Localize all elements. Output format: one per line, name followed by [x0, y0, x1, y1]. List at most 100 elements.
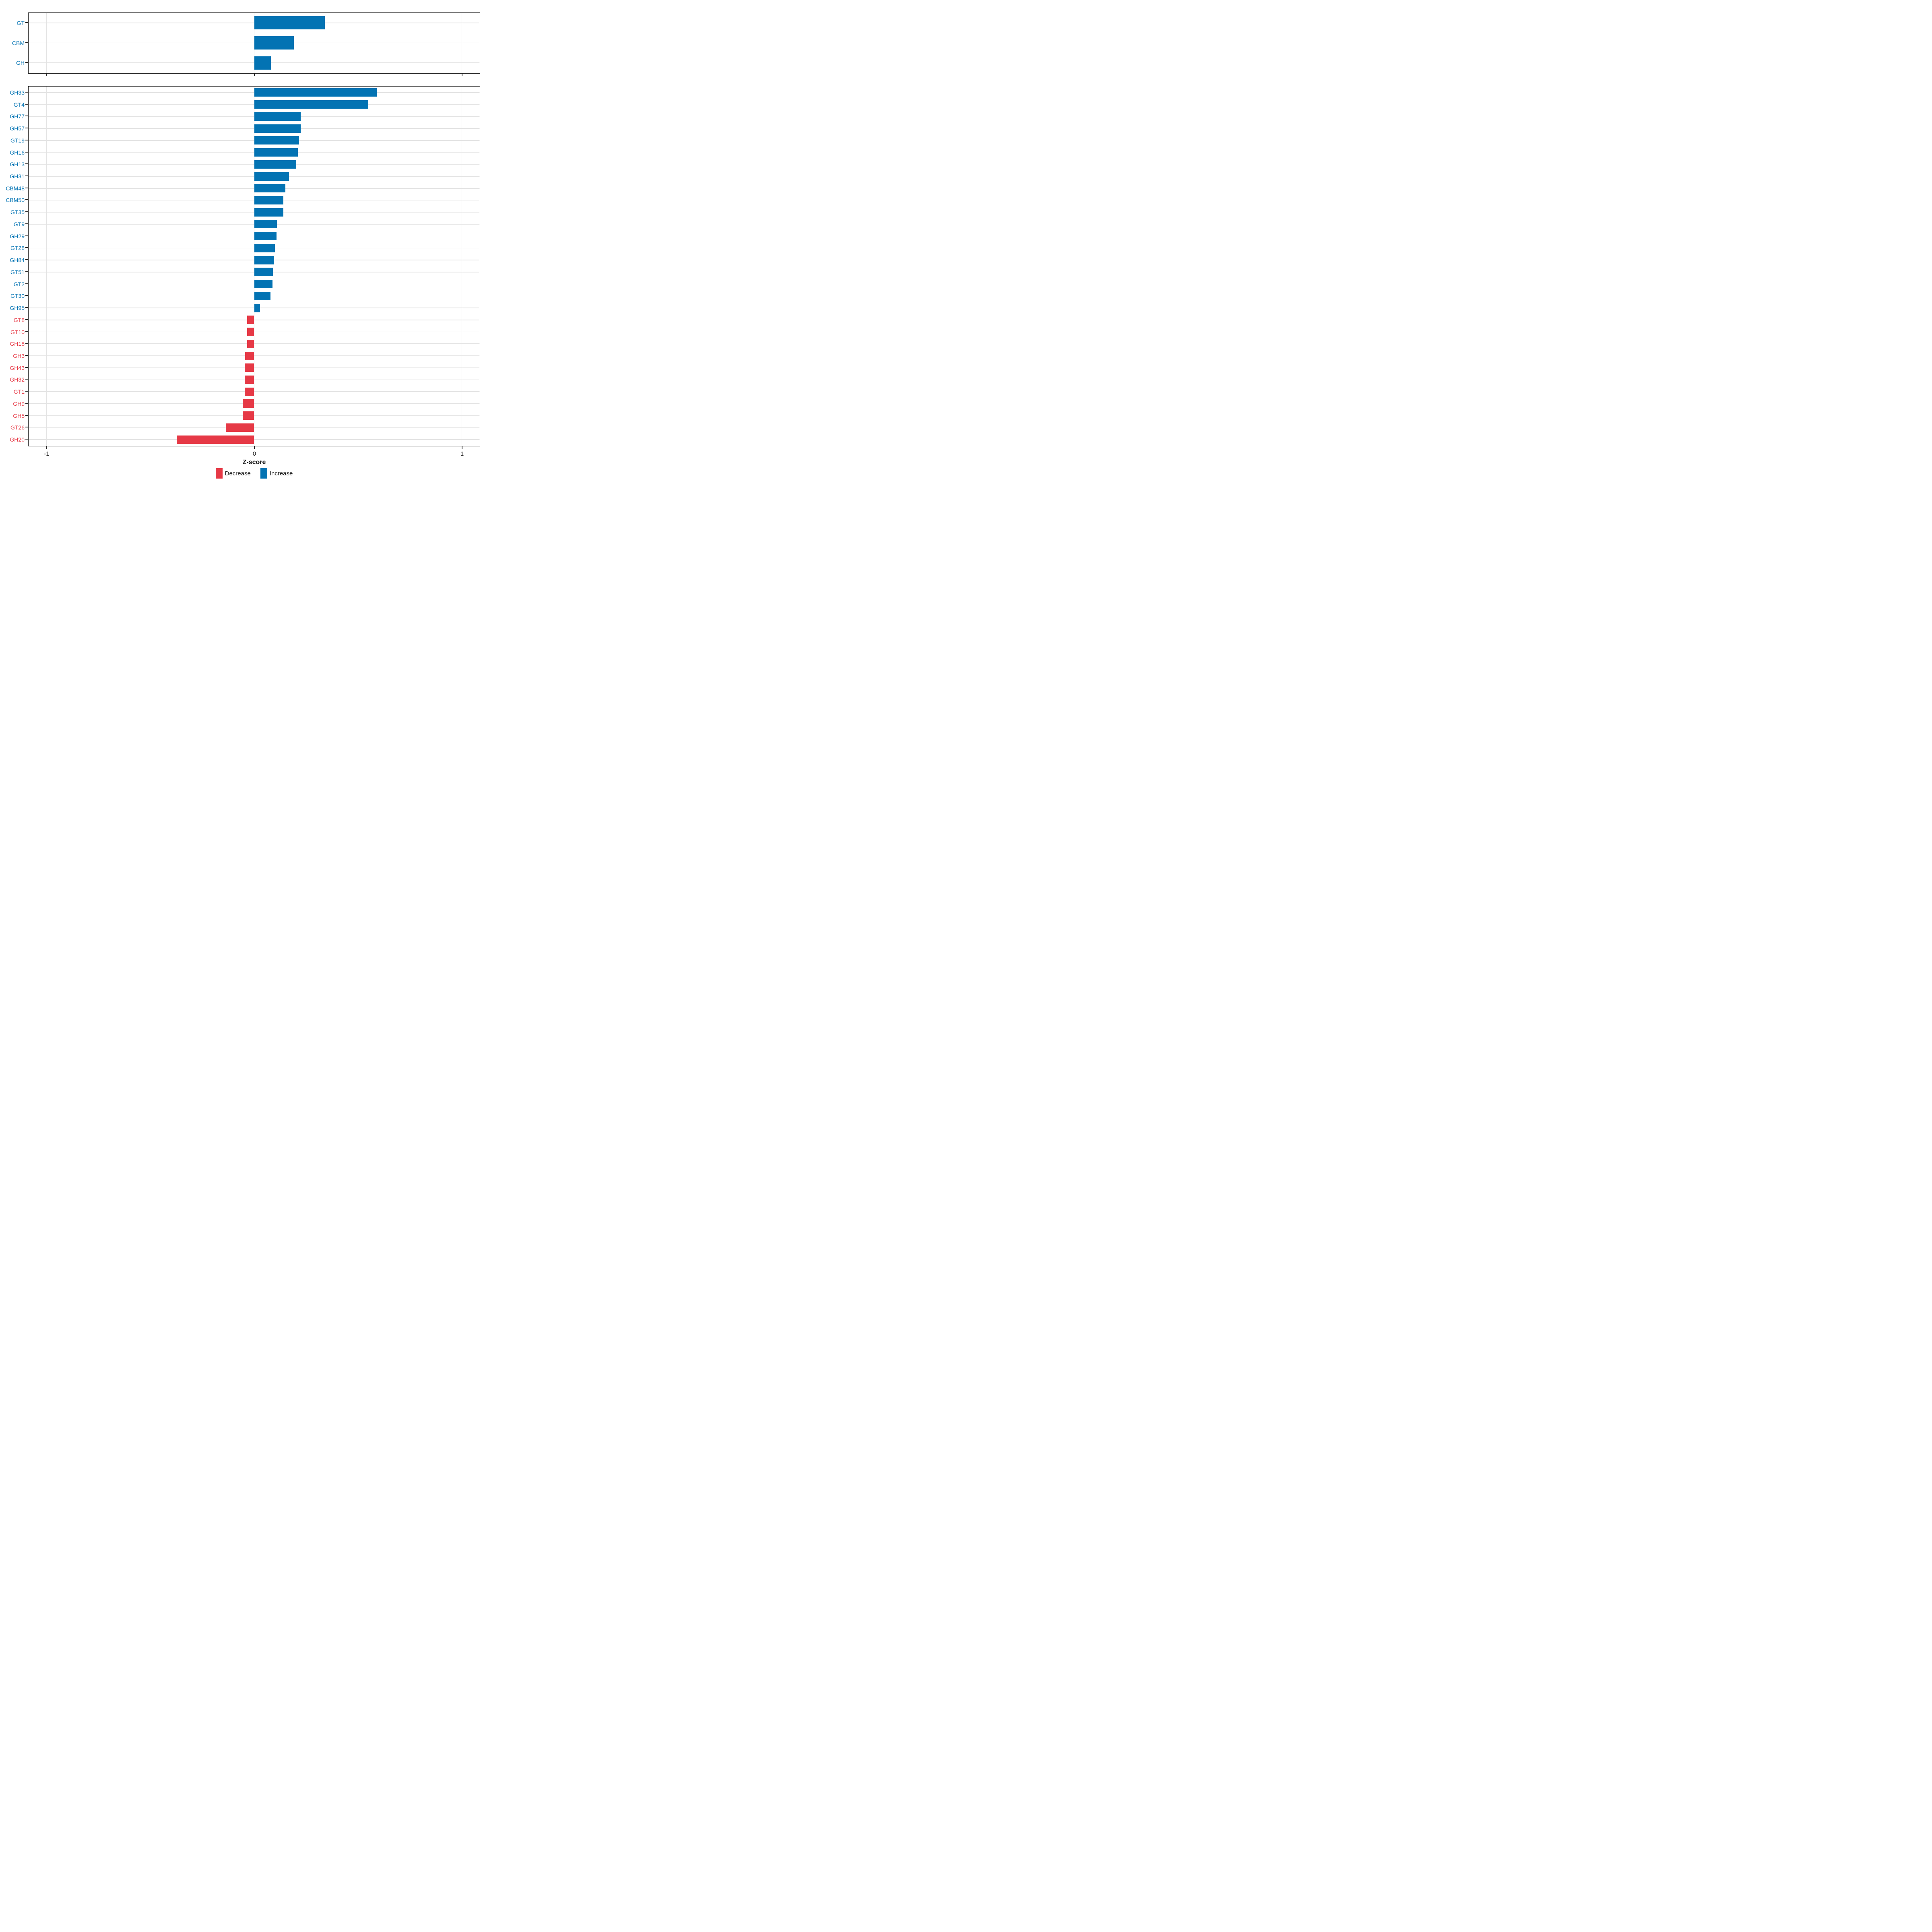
row-label-CBM: CBM	[12, 39, 25, 46]
bar-GT28	[254, 244, 275, 252]
row-label-GT30: GT30	[10, 293, 25, 299]
x-tick-label-0: 0	[252, 450, 256, 457]
y-axis-tick	[25, 235, 28, 236]
y-axis-tick	[25, 379, 28, 380]
y-axis-tick	[25, 211, 28, 213]
bar-GT30	[254, 291, 271, 300]
row-label-GH: GH	[16, 60, 25, 66]
bar-CBM	[254, 36, 294, 50]
bar-CBM48	[254, 184, 286, 193]
y-axis-tick	[25, 175, 28, 176]
bar-GT4	[254, 100, 369, 109]
y-axis-tick	[25, 307, 28, 308]
bar-GH32	[244, 375, 254, 384]
row-label-GT10: GT10	[10, 328, 25, 335]
bar-GT	[254, 16, 325, 30]
legend-key-decrease-swatch	[215, 468, 223, 479]
row-label-GT8: GT8	[13, 316, 25, 323]
x-axis-tick	[254, 446, 255, 449]
row-label-GT28: GT28	[10, 245, 25, 252]
bar-GH31	[254, 172, 289, 181]
bar-GT8	[247, 316, 254, 324]
bar-GH9	[242, 399, 254, 408]
y-axis-tick	[25, 42, 28, 43]
row-gridline	[29, 391, 480, 392]
row-label-GH32: GH32	[10, 376, 25, 383]
row-gridline	[29, 439, 480, 440]
y-axis-tick	[25, 163, 28, 165]
bar-GT9	[254, 220, 277, 229]
bar-GH	[254, 56, 271, 70]
row-label-GH13: GH13	[10, 161, 25, 168]
summary-panel	[28, 12, 480, 74]
bar-GH20	[177, 435, 254, 444]
row-label-GT51: GT51	[10, 268, 25, 275]
bar-GH13	[254, 160, 296, 169]
bar-GH57	[254, 124, 301, 133]
x-gridline	[46, 87, 47, 446]
row-label-GH57: GH57	[10, 125, 25, 132]
row-label-CBM48: CBM48	[6, 185, 25, 192]
y-axis-tick	[25, 355, 28, 356]
y-axis-tick	[25, 22, 28, 23]
families-panel	[28, 86, 480, 446]
legend-label-decrease: Decrease	[225, 470, 251, 477]
row-label-GH33: GH33	[10, 89, 25, 96]
y-axis-tick	[25, 271, 28, 272]
row-label-GH9: GH9	[13, 400, 25, 407]
row-label-GT: GT	[17, 19, 25, 26]
row-label-GH3: GH3	[13, 353, 25, 359]
bar-GH5	[242, 411, 254, 420]
bar-GH77	[254, 112, 301, 121]
bar-GT26	[226, 423, 254, 432]
row-label-GT26: GT26	[10, 424, 25, 431]
row-label-GH84: GH84	[10, 257, 25, 264]
row-label-GH31: GH31	[10, 173, 25, 180]
row-label-GT4: GT4	[13, 101, 25, 108]
y-axis-tick	[25, 295, 28, 296]
x-tick-label-1: 1	[460, 450, 464, 457]
bar-GH16	[254, 148, 298, 157]
bar-GH33	[254, 88, 377, 97]
y-axis-tick	[25, 259, 28, 260]
x-tick-label--1: -1	[44, 450, 50, 457]
legend-key-increase-swatch	[260, 468, 267, 479]
y-axis-tick	[25, 199, 28, 200]
y-axis-tick	[25, 331, 28, 332]
y-axis-tick	[25, 343, 28, 344]
x-gridline	[254, 87, 255, 446]
x-axis-tick	[46, 446, 47, 449]
legend-label-increase: Increase	[269, 470, 293, 477]
y-axis-tick	[25, 247, 28, 248]
row-gridline	[29, 427, 480, 428]
bar-GH29	[254, 232, 277, 241]
y-axis-tick	[25, 62, 28, 63]
row-label-GH20: GH20	[10, 436, 25, 443]
x-axis-title: Z-score	[242, 459, 266, 466]
y-axis-tick	[25, 151, 28, 153]
row-label-CBM50: CBM50	[6, 197, 25, 204]
y-axis-tick	[25, 391, 28, 392]
row-label-GT1: GT1	[13, 388, 25, 395]
row-label-GH95: GH95	[10, 305, 25, 312]
bar-GH18	[247, 339, 254, 348]
bar-GT35	[254, 208, 284, 217]
bar-GT2	[254, 280, 273, 289]
bar-GT19	[254, 136, 299, 145]
bar-GH95	[254, 303, 260, 312]
bar-GT10	[247, 328, 254, 336]
row-label-GT35: GT35	[10, 209, 25, 216]
row-label-GT9: GT9	[13, 221, 25, 227]
row-gridline	[29, 415, 480, 416]
y-axis-tick	[25, 367, 28, 368]
row-label-GT19: GT19	[10, 137, 25, 144]
row-label-GT2: GT2	[13, 281, 25, 287]
x-axis-tick	[254, 74, 255, 76]
row-label-GH5: GH5	[13, 412, 25, 419]
bar-GH3	[245, 351, 254, 360]
row-label-GH77: GH77	[10, 113, 25, 120]
bar-GH84	[254, 256, 275, 264]
y-axis-tick	[25, 439, 28, 440]
row-label-GH29: GH29	[10, 233, 25, 239]
y-axis-tick	[25, 91, 28, 93]
